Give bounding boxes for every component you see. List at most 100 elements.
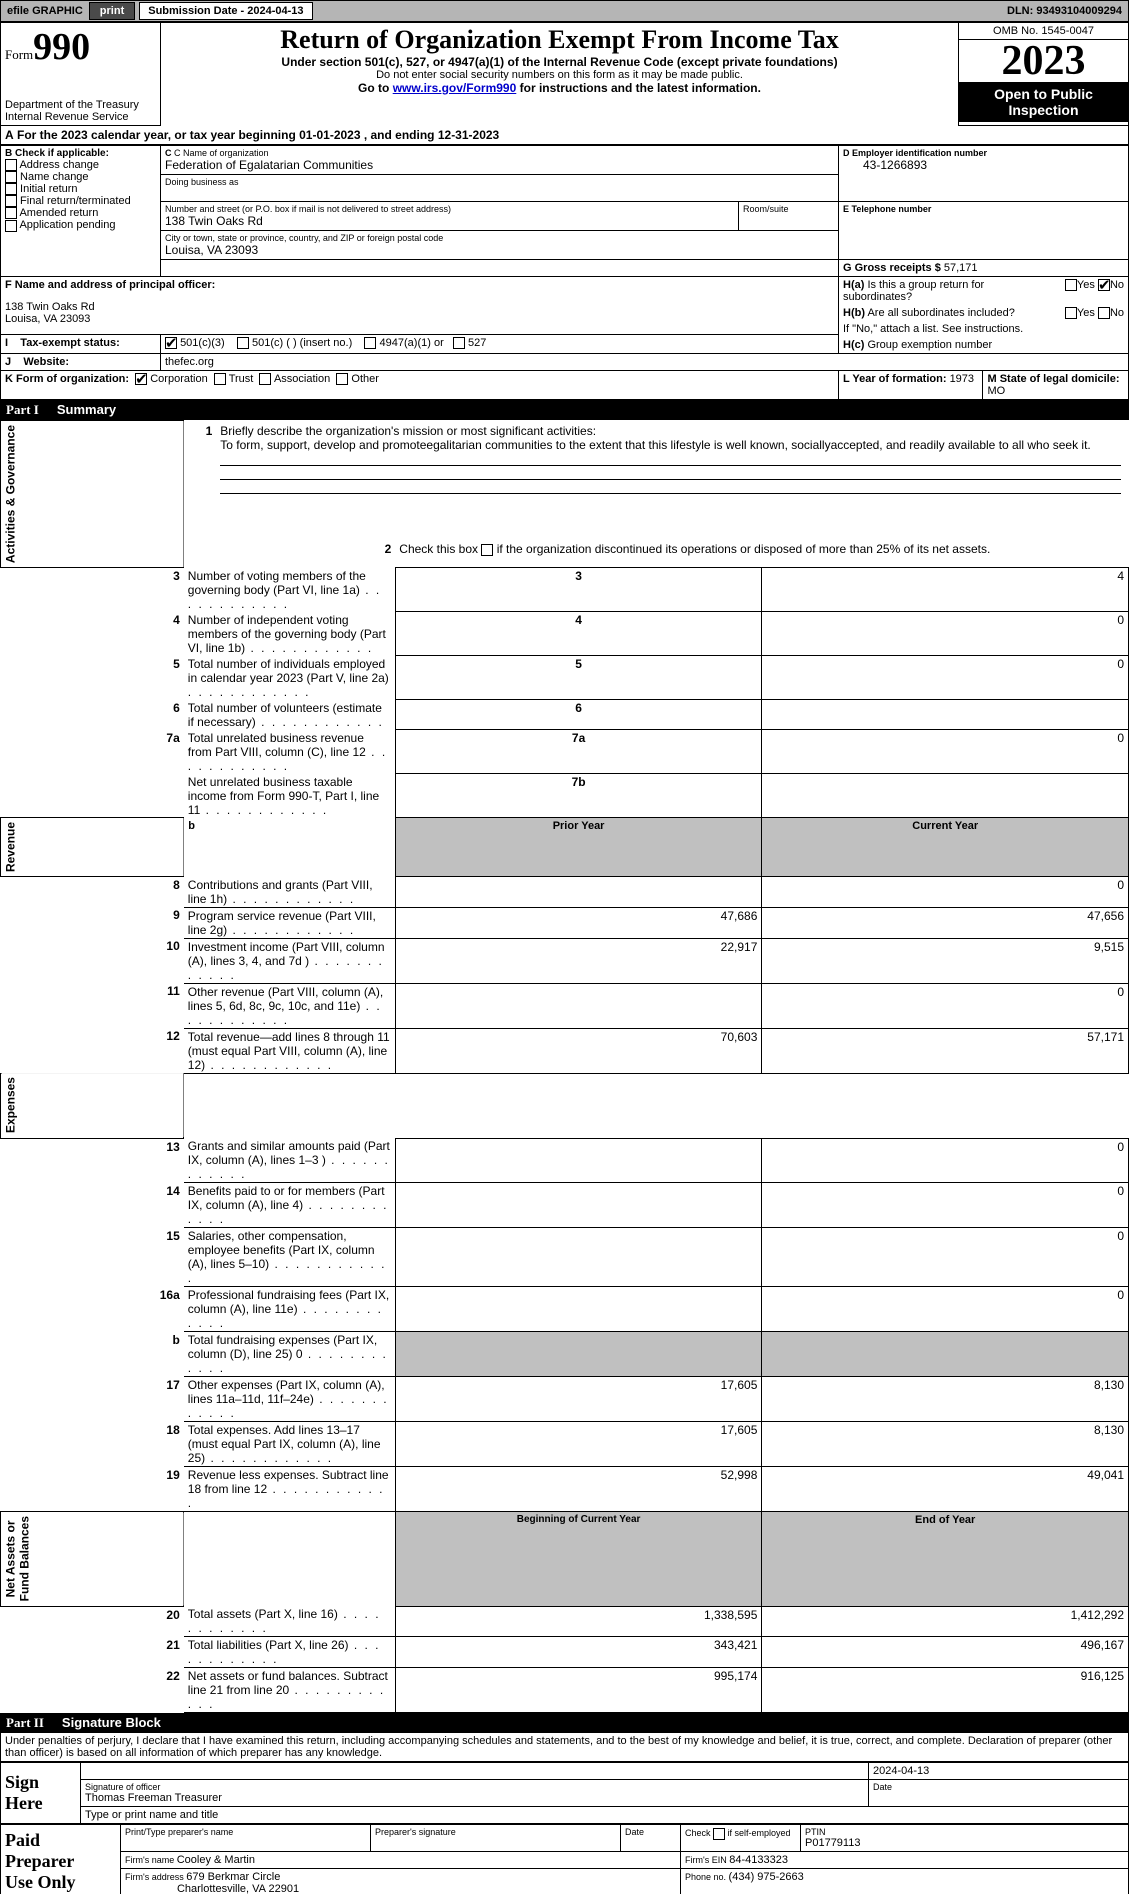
title-sub2: Do not enter social security numbers on … [165,69,954,81]
4947-checkbox[interactable] [364,337,376,349]
summary-row: 8Contributions and grants (Part VIII, li… [1,877,1129,908]
trust-checkbox[interactable] [214,373,226,385]
summary-row: 22Net assets or fund balances. Subtract … [1,1668,1129,1713]
line-a: A For the 2023 calendar year, or tax yea… [0,126,1129,145]
other-checkbox[interactable] [336,373,348,385]
form-word: Form [5,47,33,62]
mission-text: To form, support, develop and promoteega… [220,438,1090,452]
501c3-checkbox[interactable] [165,337,177,349]
summary-row: 17Other expenses (Part IX, column (A), l… [1,1377,1129,1422]
527-checkbox[interactable] [453,337,465,349]
room-label: Room/suite [743,204,834,214]
city-label: City or town, state or province, country… [165,233,834,243]
form-cell: Form990 [5,25,156,69]
city-value: Louisa, VA 23093 [165,243,834,257]
officer-addr1: 138 Twin Oaks Rd [5,301,834,313]
paid-preparer-table: Paid Preparer Use Only Print/Type prepar… [0,1824,1129,1894]
officer-addr2: Louisa, VA 23093 [5,313,834,325]
hb-note: If "No," attach a list. See instructions… [839,321,1128,337]
beg-year-hdr: Beginning of Current Year [395,1512,762,1606]
summary-row: 13Grants and similar amounts paid (Part … [1,1138,1129,1183]
summary-table: Activities & Governance 1 Briefly descri… [0,420,1129,1713]
sidetab-na: Net Assets or Fund Balances [1,1512,184,1606]
sidetab-exp: Expenses [1,1073,184,1138]
summary-row: 14Benefits paid to or for members (Part … [1,1183,1129,1228]
summary-row: 5Total number of individuals employed in… [1,656,1129,700]
perjury-text: Under penalties of perjury, I declare th… [0,1733,1129,1762]
street-value: 138 Twin Oaks Rd [165,214,734,228]
sign-here-label: Sign Here [1,1763,81,1824]
open-inspection: Open to Public Inspection [959,82,1128,122]
corp-checkbox[interactable] [135,373,147,385]
ha-no-checkbox[interactable] [1098,279,1110,291]
summary-row: 10Investment income (Part VIII, column (… [1,938,1129,983]
hb-label: H(b) Are all subordinates included? [839,305,1039,321]
year-formation: 1973 [950,373,974,385]
b-label: B Check if applicable: [5,148,156,159]
summary-row: 19Revenue less expenses. Subtract line 1… [1,1467,1129,1512]
ein-value: 43-1266893 [843,158,1124,172]
assoc-checkbox[interactable] [259,373,271,385]
hb-yes-checkbox[interactable] [1065,307,1077,319]
title-sub1: Under section 501(c), 527, or 4947(a)(1)… [165,55,954,69]
b-option: Final return/terminated [5,195,156,207]
irs-link[interactable]: www.irs.gov/Form990 [393,81,517,95]
summary-row: Net unrelated business taxable income fr… [1,774,1129,818]
officer-name: Thomas Freeman Treasurer [85,1792,864,1804]
hb-no-checkbox[interactable] [1098,307,1110,319]
ptin-value: P01779113 [805,1837,1124,1849]
hc-label: H(c) Group exemption number [839,337,1128,353]
c-name-label: C C Name of organization [165,148,834,158]
self-employed-checkbox[interactable] [713,1828,725,1840]
firm-ein: 84-4133323 [729,1854,788,1866]
d-label: D Employer identification number [843,148,1124,158]
street-label: Number and street (or P.O. box if mail i… [165,204,734,214]
e-label: E Telephone number [843,204,1124,214]
summary-row: 9Program service revenue (Part VIII, lin… [1,907,1129,938]
part2-header: Part II Signature Block [0,1713,1129,1733]
l1-label: Briefly describe the organization's miss… [220,424,596,438]
summary-row: 4Number of independent voting members of… [1,612,1129,656]
sidetab-rev: Revenue [1,818,184,877]
g-label: G Gross receipts $ [843,262,944,274]
entity-grid: B Check if applicable: Address change Na… [0,145,1129,400]
summary-row: 12Total revenue—add lines 8 through 11 (… [1,1028,1129,1073]
sign-here-table: Sign Here 2024-04-13 Signature of office… [0,1762,1129,1824]
firm-addr2: Charlottesville, VA 22901 [177,1883,299,1894]
summary-row: 15Salaries, other compensation, employee… [1,1228,1129,1287]
tax-year: 2023 [959,40,1128,82]
ha-label: H(a) Is this a group return for subordin… [839,277,1039,305]
efile-label: efile GRAPHIC [1,5,89,17]
header-table: Form990 Department of the Treasury Inter… [0,22,1129,126]
top-toolbar: efile GRAPHIC print Submission Date - 20… [0,0,1129,22]
sidetab-ag: Activities & Governance [1,421,184,568]
b-option: Application pending [5,219,156,231]
submission-date: Submission Date - 2024-04-13 [139,2,312,20]
firm-name: Cooley & Martin [177,1854,255,1866]
k-label: K Form of organization: [5,373,129,385]
summary-row: 16aProfessional fundraising fees (Part I… [1,1287,1129,1332]
domicile: MO [987,385,1005,397]
summary-row: 21Total liabilities (Part X, line 26)343… [1,1637,1129,1668]
ha-yes-checkbox[interactable] [1065,279,1077,291]
gross-receipts: 57,171 [944,262,978,274]
501c-checkbox[interactable] [237,337,249,349]
dept-treasury: Department of the Treasury Internal Reve… [5,99,156,123]
paid-preparer-label: Paid Preparer Use Only [1,1825,121,1894]
l2-checkbox[interactable] [481,544,493,556]
i-label: Tax-exempt status: [20,337,119,349]
print-button[interactable]: print [89,2,135,20]
firm-phone: (434) 975-2663 [729,1871,804,1883]
summary-row: 3Number of voting members of the governi… [1,568,1129,612]
b-option: Address change [5,159,156,171]
b-option: Name change [5,171,156,183]
part1-header: Part I Summary [0,400,1129,420]
f-label: F Name and address of principal officer: [5,279,834,291]
firm-addr1: 679 Berkmar Circle [186,1871,280,1883]
form-number: 990 [33,26,90,68]
curr-year-hdr: Current Year [762,818,1129,877]
sign-date: 2024-04-13 [869,1763,1129,1780]
org-name: Federation of Egalatarian Communities [165,158,834,172]
summary-row: 11Other revenue (Part VIII, column (A), … [1,983,1129,1028]
dln-label: DLN: 93493104009294 [1001,5,1128,17]
